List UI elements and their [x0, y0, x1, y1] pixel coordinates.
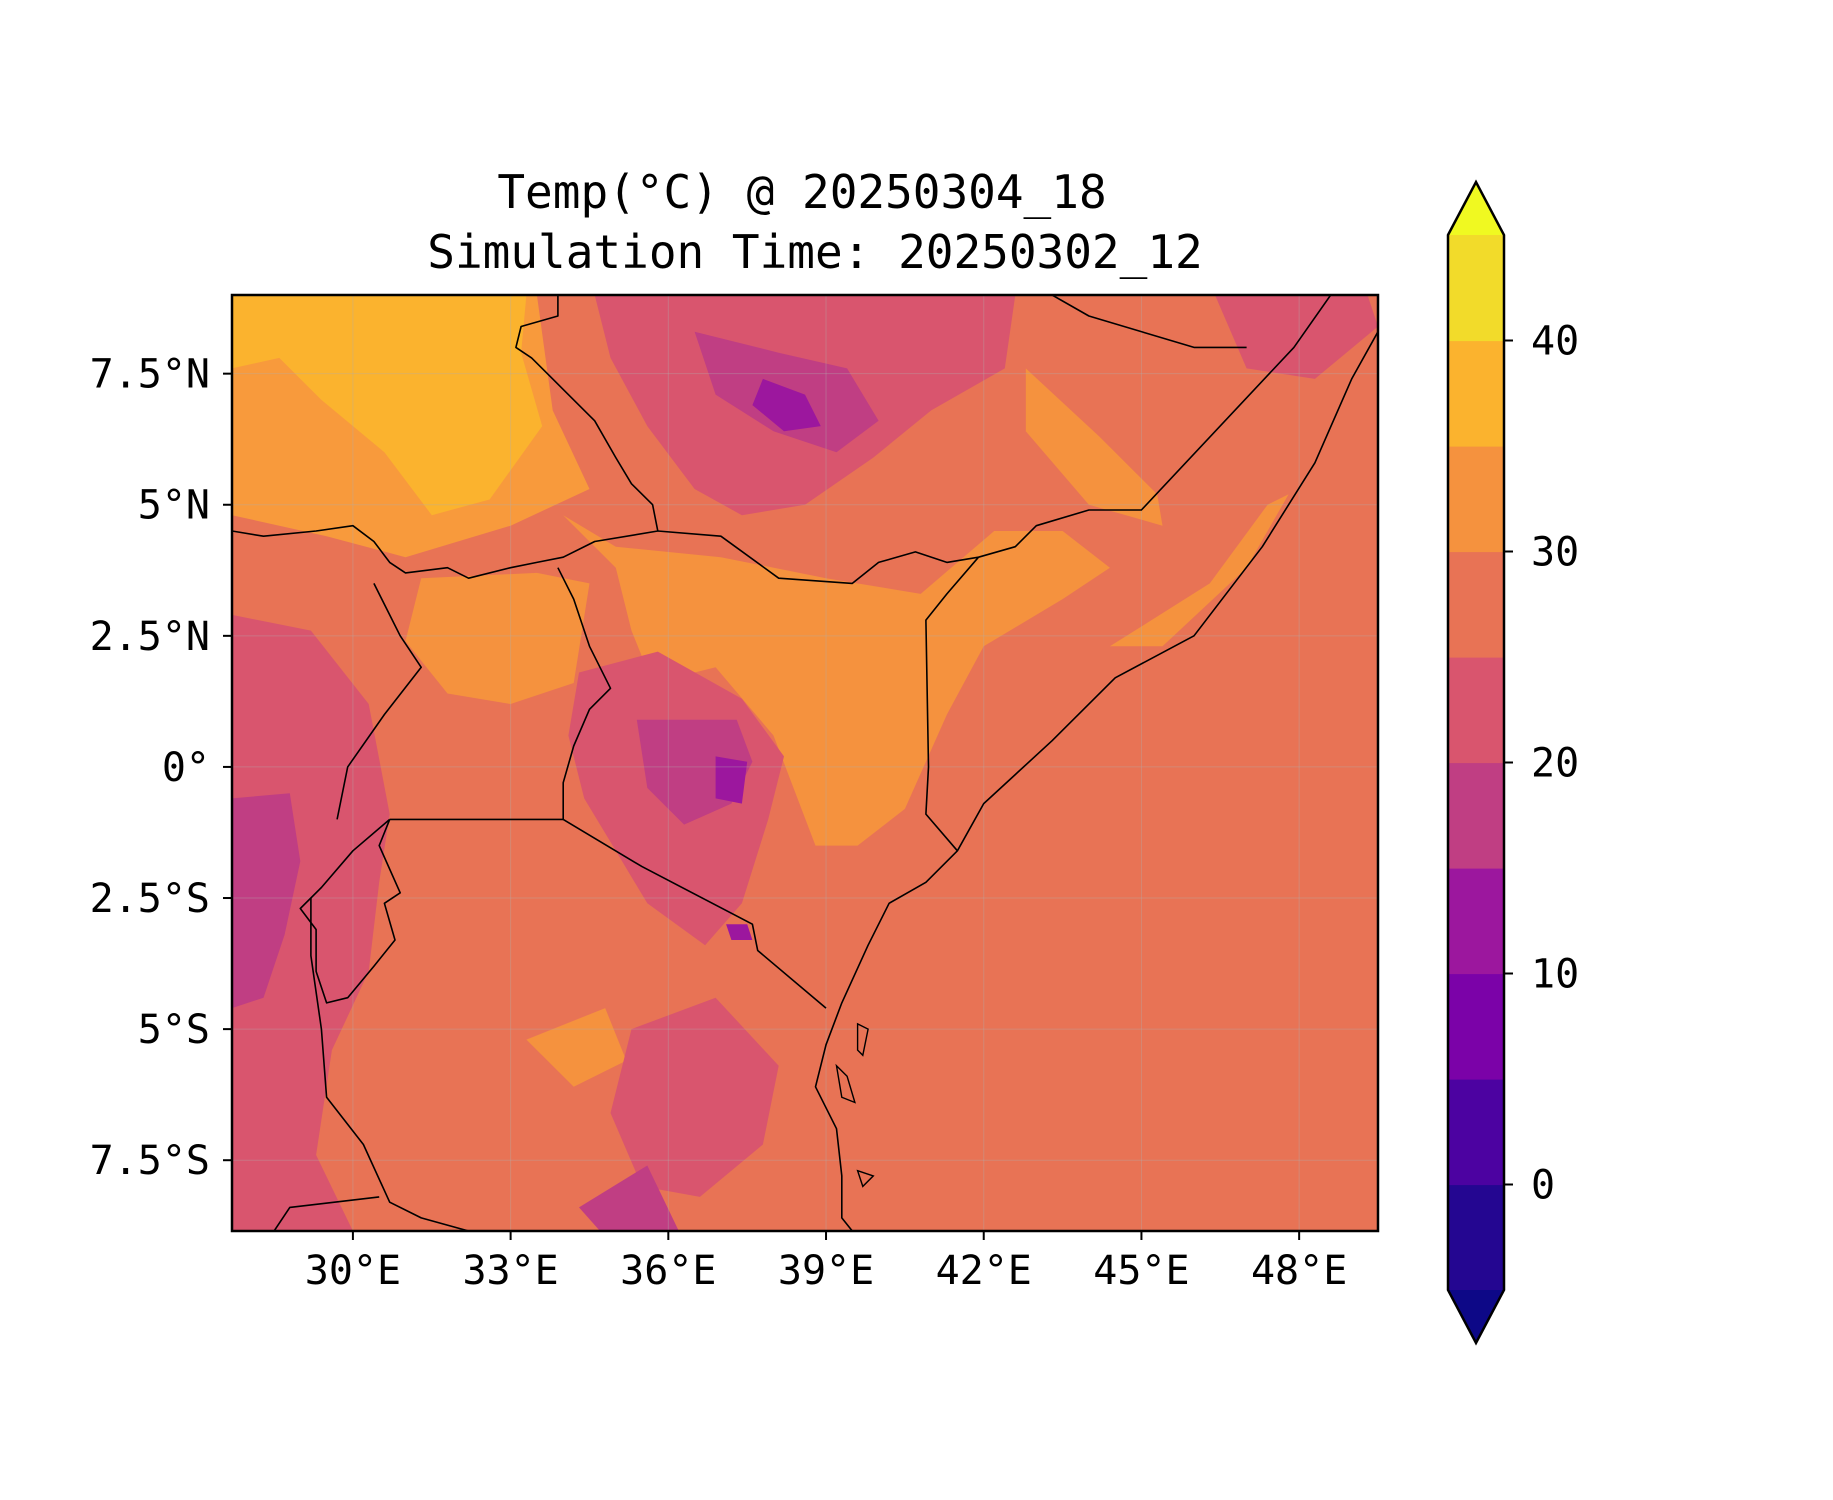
- ethiopia-somaliland-border: [1051, 295, 1247, 349]
- colorbar-band: [1448, 868, 1504, 975]
- contour-turkana-lowland: [563, 515, 1110, 846]
- contour-south-sudan-hottest: [232, 295, 543, 516]
- colorbar-band: [1448, 762, 1504, 869]
- colorbar-band: [1448, 1079, 1504, 1186]
- contour-tanzania-west-warm: [526, 1008, 627, 1087]
- contour-kilimanjaro: [726, 924, 753, 940]
- indian-ocean-coastline: [814, 331, 1378, 1231]
- colorbar-band: [1448, 235, 1504, 342]
- contour-somali-plateau-warm: [1025, 368, 1163, 526]
- longitude-axis: 30°E 33°E 36°E 39°E 42°E 45°E 48°E: [305, 1231, 1347, 1294]
- colorbar-outline: [1446, 179, 1506, 1346]
- x-tick-label: 36°E: [620, 1248, 716, 1294]
- kenya-somalia-border: [925, 556, 980, 852]
- y-tick-label: 7.5°S: [90, 1138, 210, 1184]
- colorbar-band: [1448, 1184, 1504, 1291]
- country-borders: [232, 295, 1378, 1231]
- colorbar: 0 10 20 30 40: [1446, 179, 1579, 1346]
- y-tick-label: 5°N: [138, 483, 210, 529]
- x-tick-label: 39°E: [778, 1248, 874, 1294]
- colorbar-tick-label: 10: [1531, 952, 1579, 998]
- y-tick-label: 2.5°N: [90, 614, 210, 660]
- ethiopia-kenya-border: [657, 295, 1332, 585]
- pemba-island: [856, 1022, 869, 1057]
- contour-southern-highlands-cool: [579, 1165, 679, 1231]
- kenya-tanzania-border: [562, 818, 827, 1009]
- colorbar-tick-label: 30: [1531, 530, 1579, 576]
- zambia-border: [273, 1196, 380, 1231]
- x-tick-label: 42°E: [936, 1248, 1032, 1294]
- latitude-axis: 7.5°N 5°N 2.5°N 0° 2.5°S 5°S 7.5°S: [90, 352, 232, 1184]
- colorbar-extend-max: [1448, 182, 1504, 235]
- rwanda-burundi-border: [299, 818, 402, 1004]
- contour-eastern-arc-highlands: [610, 997, 779, 1197]
- contour-somalia-northeast: [1215, 295, 1378, 379]
- gridlines: [232, 295, 1378, 1231]
- map-panel: [232, 295, 1378, 1231]
- uganda-west-border: [336, 583, 423, 820]
- contour-uganda-warm: [405, 572, 590, 704]
- contour-ethiopia-coldest: [752, 378, 821, 432]
- colorbar-tick-label: 20: [1531, 741, 1579, 787]
- colorbar-band: [1448, 551, 1504, 658]
- y-tick-label: 2.5°S: [90, 876, 210, 922]
- colorbar-band: [1448, 340, 1504, 447]
- x-tick-label: 45°E: [1093, 1248, 1189, 1294]
- colorbar-tick-label: 0: [1531, 1163, 1555, 1209]
- contour-east-coast-warm: [1109, 494, 1289, 647]
- tanzania-west-border: [310, 898, 469, 1231]
- uganda-east-border: [557, 567, 612, 820]
- south-sudan-border: [232, 295, 659, 580]
- contour-albertine-rift-cool: [232, 793, 301, 1009]
- y-tick-label: 5°S: [138, 1007, 210, 1053]
- x-tick-label: 30°E: [305, 1248, 401, 1294]
- colorbar-band: [1448, 973, 1504, 1080]
- contour-mt-kenya: [715, 756, 748, 804]
- map-frame: [230, 293, 1380, 1233]
- x-tick-label: 48°E: [1251, 1248, 1347, 1294]
- colorbar-extend-min: [1448, 1290, 1504, 1343]
- x-tick-label: 33°E: [462, 1248, 558, 1294]
- map-title-line-1: Temp(°C) @ 20250304_18: [497, 165, 1106, 219]
- y-tick-label: 0°: [162, 745, 210, 791]
- colorbar-band: [1448, 446, 1504, 553]
- y-tick-label: 7.5°N: [90, 352, 210, 398]
- map-title-line-2: Simulation Time: 20250302_12: [427, 225, 1202, 279]
- zanzibar-island: [835, 1063, 856, 1104]
- colorbar-band: [1448, 657, 1504, 764]
- colorbar-tick-label: 40: [1531, 319, 1579, 365]
- mafia-island: [856, 1169, 875, 1188]
